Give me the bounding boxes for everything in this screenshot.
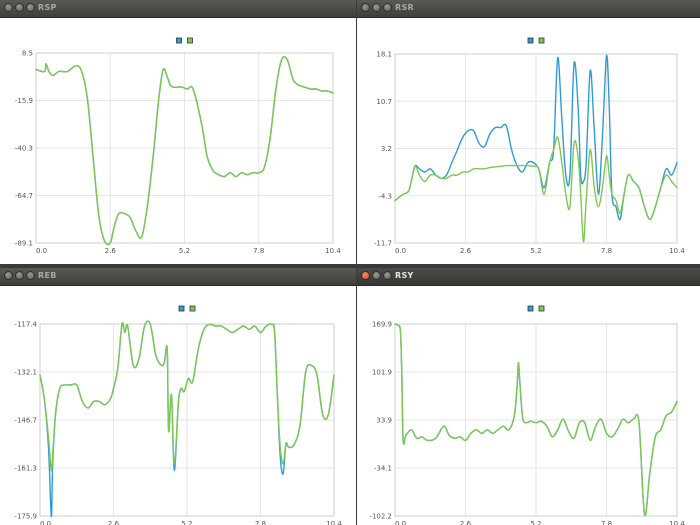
titlebar-rsy[interactable]: RSY xyxy=(357,268,700,286)
window-title: RSY xyxy=(395,271,414,280)
legend-swatch[interactable] xyxy=(538,305,545,312)
window-rsp[interactable]: RSP 0.0 2.6 5.2 7.8 10.4 8.5 -15.9 -40.3 -64.7 -8… xyxy=(0,0,356,264)
x-tick-label: 7.8 xyxy=(601,247,612,255)
x-tick-label: 5.2 xyxy=(530,247,541,255)
minimize-icon[interactable] xyxy=(15,271,24,280)
maximize-icon[interactable] xyxy=(26,3,35,12)
maximize-icon[interactable] xyxy=(26,271,35,280)
y-tick-label: -15.9 xyxy=(15,97,33,105)
y-tick-label: -175.9 xyxy=(14,513,37,521)
y-tick-label: 10.7 xyxy=(376,98,392,106)
y-tick-label: 101.9 xyxy=(372,369,392,377)
x-tick-label: 10.4 xyxy=(326,520,342,525)
window-title: RSP xyxy=(38,3,57,12)
y-tick-label: -89.1 xyxy=(15,240,33,248)
x-tick-label: 0.0 xyxy=(395,247,406,255)
y-tick-label: -102.2 xyxy=(369,513,392,521)
chart-area-rsp: 0.0 2.6 5.2 7.8 10.4 8.5 -15.9 -40.3 -64.7 -89.1 xyxy=(0,18,356,264)
close-icon[interactable] xyxy=(4,271,13,280)
maximize-icon[interactable] xyxy=(383,271,392,280)
y-tick-label: -4.3 xyxy=(378,192,392,200)
x-tick-label: 10.4 xyxy=(325,247,341,255)
x-tick-label: 5.2 xyxy=(181,520,192,525)
titlebar-rsr[interactable]: RSR xyxy=(357,0,700,18)
legend-swatch[interactable] xyxy=(178,305,185,312)
window-rsy[interactable]: RSY 0.0 2.6 5.2 7.8 10.4 169.9 101.9 33.9 -34.1 -… xyxy=(357,268,700,525)
y-tick-label: -64.7 xyxy=(15,192,33,200)
y-tick-label: 33.9 xyxy=(376,417,392,425)
x-tick-label: 7.8 xyxy=(601,520,612,525)
y-tick-label: -117.4 xyxy=(14,321,37,329)
y-tick-label: -132.1 xyxy=(14,369,37,377)
x-tick-label: 0.0 xyxy=(36,247,47,255)
plot-frame xyxy=(39,323,335,517)
line-chart-rsy: 0.0 2.6 5.2 7.8 10.4 169.9 101.9 33.9 -34.1 -102.… xyxy=(369,305,685,525)
y-tick-label: 169.9 xyxy=(372,321,392,329)
legend-swatch[interactable] xyxy=(527,37,534,44)
x-tick-label: 2.6 xyxy=(108,520,120,525)
x-tick-label: 5.2 xyxy=(530,520,541,525)
legend-swatch[interactable] xyxy=(538,37,545,44)
x-tick-label: 2.6 xyxy=(460,247,472,255)
x-tick-label: 10.4 xyxy=(669,247,685,255)
minimize-icon[interactable] xyxy=(372,271,381,280)
y-tick-label: -161.3 xyxy=(14,465,37,473)
line-chart-reb: 0.0 2.6 5.2 7.8 10.4 -117.4 -132.1 -146.7 -161.3… xyxy=(14,305,342,525)
series-line-1 xyxy=(35,56,334,246)
y-tick-label: 8.5 xyxy=(22,50,33,58)
window-reb[interactable]: REB 0.0 2.6 5.2 7.8 10.4 -117.4 -132.1 -146.7 -1… xyxy=(0,268,356,525)
x-tick-label: 10.4 xyxy=(669,520,685,525)
y-tick-label: 3.2 xyxy=(381,145,392,153)
x-tick-label: 2.6 xyxy=(460,520,472,525)
x-tick-label: 0.0 xyxy=(40,520,51,525)
maximize-icon[interactable] xyxy=(383,3,392,12)
legend-swatch[interactable] xyxy=(176,37,182,44)
legend-swatch[interactable] xyxy=(187,37,193,44)
x-tick-label: 5.2 xyxy=(179,247,190,255)
y-tick-label: 18.1 xyxy=(376,51,392,59)
legend-swatch[interactable] xyxy=(527,305,534,312)
chart-area-reb: 0.0 2.6 5.2 7.8 10.4 -117.4 -132.1 -146.7 -161.3… xyxy=(0,286,356,525)
window-title: RSR xyxy=(395,3,414,12)
legend-swatch[interactable] xyxy=(189,305,196,312)
series-line-1 xyxy=(394,136,678,243)
y-tick-label: -40.3 xyxy=(15,145,33,153)
plot-frame xyxy=(394,53,678,244)
y-tick-label: -11.7 xyxy=(374,240,392,248)
minimize-icon[interactable] xyxy=(372,3,381,12)
window-rsr[interactable]: RSR 0.0 2.6 5.2 7.8 10.4 18.1 10.7 3.2 -4.3 -11.7 xyxy=(357,0,700,264)
y-tick-label: -34.1 xyxy=(374,465,392,473)
chart-area-rsy: 0.0 2.6 5.2 7.8 10.4 169.9 101.9 33.9 -34.1 -102.… xyxy=(357,286,700,525)
series-line-1 xyxy=(394,323,678,517)
window-title: REB xyxy=(38,271,57,280)
line-chart-rsr: 0.0 2.6 5.2 7.8 10.4 18.1 10.7 3.2 -4.3 -11.7 xyxy=(374,37,685,255)
titlebar-reb[interactable]: REB xyxy=(0,268,356,286)
x-tick-label: 7.8 xyxy=(253,247,264,255)
close-icon[interactable] xyxy=(4,3,13,12)
line-chart-rsp: 0.0 2.6 5.2 7.8 10.4 8.5 -15.9 -40.3 -64.7 -89.1 xyxy=(15,37,341,255)
titlebar-rsp[interactable]: RSP xyxy=(0,0,356,18)
series-line-1 xyxy=(39,320,335,472)
y-tick-label: -146.7 xyxy=(14,417,37,425)
minimize-icon[interactable] xyxy=(15,3,24,12)
x-tick-label: 0.0 xyxy=(395,520,406,525)
plot-frame xyxy=(394,323,678,517)
x-tick-label: 2.6 xyxy=(105,247,117,255)
plot-frame xyxy=(35,52,334,244)
close-icon[interactable] xyxy=(361,271,370,280)
close-icon[interactable] xyxy=(361,3,370,12)
chart-area-rsr: 0.0 2.6 5.2 7.8 10.4 18.1 10.7 3.2 -4.3 -11.7 xyxy=(357,18,700,264)
x-tick-label: 7.8 xyxy=(255,520,266,525)
